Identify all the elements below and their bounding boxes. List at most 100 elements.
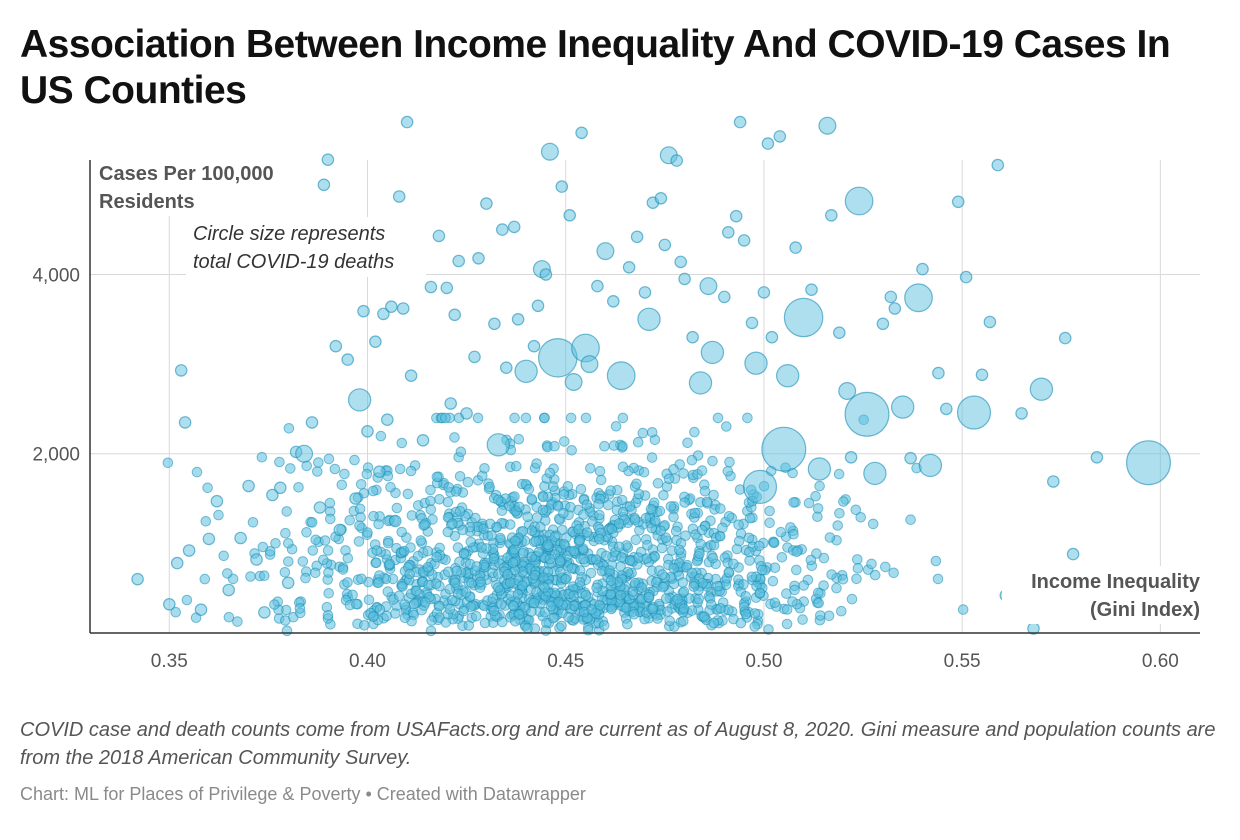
data-point	[514, 609, 525, 620]
data-point	[823, 610, 835, 622]
data-point	[664, 615, 676, 627]
data-point	[305, 416, 319, 429]
data-point	[632, 436, 644, 448]
data-point	[855, 512, 867, 523]
data-point	[538, 572, 549, 583]
data-point	[728, 558, 739, 570]
data-point	[638, 466, 650, 478]
data-point	[805, 283, 818, 296]
data-point	[222, 583, 235, 597]
data-point	[514, 501, 525, 513]
data-point	[540, 625, 552, 636]
data-point	[1125, 440, 1171, 486]
data-point	[537, 491, 549, 503]
data-point	[325, 513, 336, 525]
data-point	[696, 524, 708, 536]
data-point	[369, 335, 382, 348]
data-point	[449, 577, 461, 589]
data-point	[717, 522, 728, 534]
data-point	[549, 440, 560, 452]
data-point	[234, 531, 247, 545]
data-point	[323, 588, 335, 599]
data-point	[694, 548, 705, 560]
data-point	[733, 519, 744, 531]
data-point	[566, 445, 578, 456]
data-point	[791, 546, 802, 558]
data-point	[371, 557, 382, 569]
data-point	[398, 545, 410, 557]
data-point	[832, 326, 846, 339]
data-point	[422, 545, 434, 557]
data-point	[586, 604, 598, 615]
data-point	[876, 317, 890, 331]
data-point	[594, 465, 606, 477]
data-point	[700, 340, 725, 365]
data-point	[788, 528, 799, 540]
data-point	[665, 501, 677, 512]
data-point	[484, 518, 496, 530]
data-point	[522, 622, 533, 634]
data-point	[682, 437, 693, 449]
data-point	[636, 582, 647, 593]
data-point	[419, 519, 431, 530]
data-point	[505, 519, 516, 530]
data-point	[904, 451, 917, 465]
data-point	[322, 610, 334, 621]
data-point	[744, 546, 755, 558]
data-point	[679, 497, 691, 508]
data-point	[322, 545, 334, 556]
data-point	[200, 516, 212, 527]
data-point	[549, 531, 561, 543]
data-point	[629, 514, 641, 526]
data-point	[658, 238, 672, 252]
data-point	[424, 280, 438, 294]
data-point	[717, 290, 731, 304]
data-point	[742, 469, 778, 504]
data-point	[285, 463, 296, 474]
data-point	[281, 576, 295, 590]
data-point	[763, 624, 774, 635]
data-point	[495, 223, 509, 236]
data-point	[362, 527, 373, 538]
data-point	[497, 616, 508, 628]
data-point	[382, 537, 394, 549]
chart-footnote: COVID case and death counts come from US…	[20, 719, 1216, 769]
data-point	[633, 488, 645, 500]
data-point	[519, 602, 530, 613]
data-point	[723, 566, 735, 578]
data-point	[535, 521, 546, 533]
data-point	[333, 523, 347, 537]
data-point	[789, 584, 800, 596]
data-point	[686, 454, 698, 466]
data-point	[688, 581, 700, 592]
data-point	[706, 599, 717, 610]
data-point	[562, 481, 574, 492]
data-point	[443, 566, 454, 578]
data-point	[295, 444, 314, 463]
data-point	[279, 567, 291, 578]
data-point	[789, 241, 802, 254]
data-point	[646, 427, 658, 438]
data-point	[341, 353, 354, 366]
data-point	[773, 130, 787, 143]
data-point	[466, 577, 477, 589]
data-point	[652, 478, 664, 489]
data-point	[499, 361, 513, 374]
data-point	[616, 494, 628, 506]
data-point	[724, 456, 735, 468]
data-point	[448, 308, 461, 322]
data-point	[715, 503, 726, 514]
data-point	[339, 468, 350, 480]
data-point	[852, 562, 864, 574]
data-point	[182, 544, 196, 557]
data-point	[689, 507, 701, 519]
data-point	[488, 605, 500, 617]
data-point	[783, 297, 824, 338]
data-point	[432, 229, 446, 243]
scatter-chart: 0.35 0.40 0.45 0.50 0.55 0.60 2,000 4,000 Cases…	[32, 115, 1201, 672]
size-annotation: Circle size represents	[193, 223, 385, 245]
data-point	[715, 603, 726, 614]
data-point	[337, 564, 349, 575]
data-point	[826, 569, 837, 580]
data-point	[630, 534, 642, 546]
